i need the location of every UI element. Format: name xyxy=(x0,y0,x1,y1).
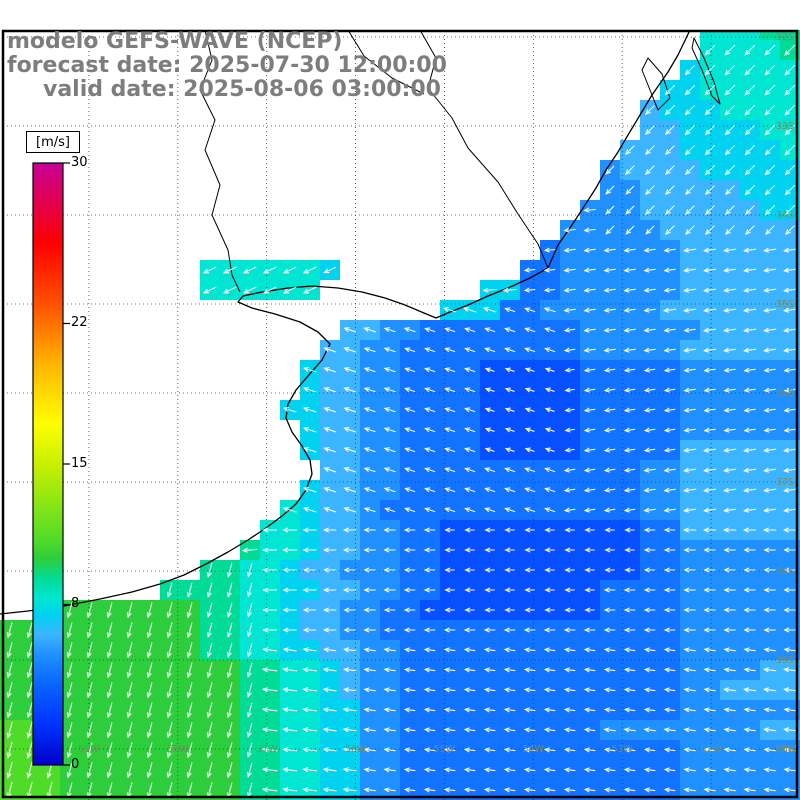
lon-label: 51W xyxy=(775,744,797,755)
coastline xyxy=(0,29,691,615)
colorbar-unit-box: [m/s] xyxy=(26,131,80,153)
lon-label: 57W xyxy=(256,744,278,755)
colorbar-tick-label-30: 30 xyxy=(71,155,88,170)
lagoon-mirim xyxy=(641,57,671,111)
graticule xyxy=(3,31,797,800)
colorbar-tick-label-15: 15 xyxy=(71,456,88,471)
border-uruguay-river xyxy=(199,29,241,293)
lon-label: 53W xyxy=(611,744,633,755)
lat-label: 34S xyxy=(776,210,794,221)
colorbar-tick-label-0: 0 xyxy=(71,757,80,772)
lat-label: 33S xyxy=(776,121,794,132)
coastlines xyxy=(0,29,721,615)
colorbar xyxy=(32,162,70,766)
model-title: modelo GEFS-WAVE (NCEP) xyxy=(7,29,343,54)
border-brazil-uruguay xyxy=(419,29,549,269)
colorbar-tick-label-22: 22 xyxy=(71,315,88,330)
valid-date-line: valid date: 2025-08-06 03:00:00 xyxy=(43,77,441,102)
forecast-date-line: forecast date: 2025-07-30 12:00:00 xyxy=(7,53,447,78)
colorbar-tick-label-8: 8 xyxy=(71,596,80,611)
border-spur xyxy=(347,29,425,95)
map-frame xyxy=(1,29,799,799)
lat-label: 35S xyxy=(776,299,794,310)
lat-label: 36S xyxy=(776,388,794,399)
colorbar-unit-label: [m/s] xyxy=(36,134,70,150)
lat-label: 38S xyxy=(776,566,794,577)
lon-label: 58W xyxy=(167,744,189,755)
lon-label: 54W xyxy=(523,744,545,755)
lat-label: 40S xyxy=(776,744,794,755)
lagoon-patos-strip xyxy=(691,37,721,105)
graticule-labels: 59W 58W 57W 56W 55W 54W 53W 52W 51W 32S 33S 34S 35S 3… xyxy=(78,32,797,755)
lon-label: 52W xyxy=(700,744,722,755)
lon-label: 55W xyxy=(434,744,456,755)
lat-label: 39S xyxy=(776,655,794,666)
wind-arrows xyxy=(6,44,797,799)
lon-label: 56W xyxy=(345,744,367,755)
top-margin xyxy=(0,0,800,30)
lon-label: 59W xyxy=(78,744,100,755)
lat-label: 32S xyxy=(776,32,794,43)
lat-label: 37S xyxy=(776,477,794,488)
